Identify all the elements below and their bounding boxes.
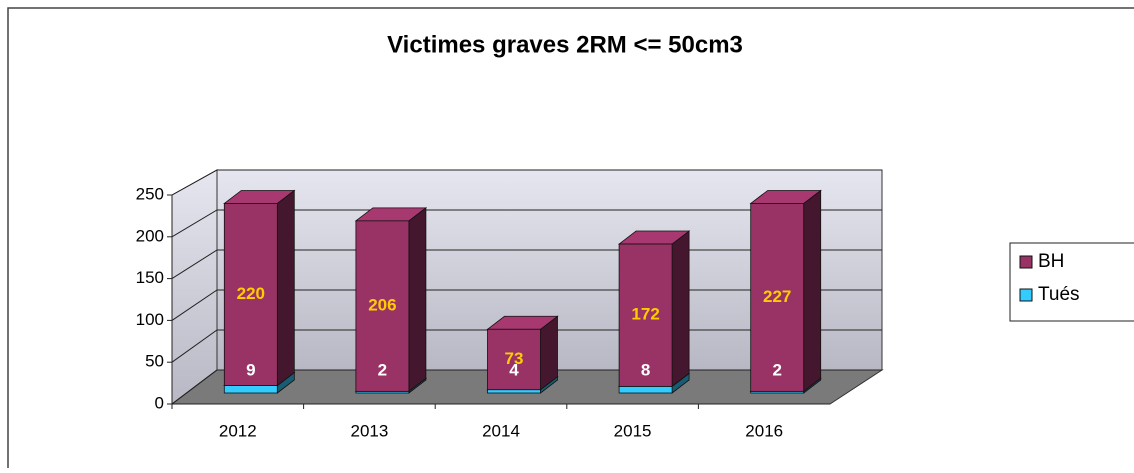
bar: [750, 203, 805, 392]
x-tick-label: 2013: [350, 421, 388, 440]
x-tick-label: 2014: [482, 421, 520, 440]
side-wall: [171, 169, 218, 406]
y-tick-label: 250: [136, 184, 164, 203]
grid-line: [171, 209, 882, 238]
data-label: 2: [772, 360, 781, 379]
y-tick-label: 50: [145, 352, 164, 371]
legend: [1009, 242, 1134, 322]
y-tick-label: 150: [136, 268, 164, 287]
legend-label: BH: [1038, 251, 1064, 272]
data-label: 206: [368, 296, 396, 315]
bar-side: [276, 189, 295, 387]
y-tick-label: 0: [155, 393, 164, 412]
bar: [355, 220, 410, 392]
bar: [223, 203, 278, 386]
bar: [618, 243, 673, 387]
data-label: 220: [237, 284, 265, 303]
chart-title: Victimes graves 2RM <= 50cm3: [387, 31, 743, 58]
data-label: 2: [378, 360, 387, 379]
bar-side: [803, 189, 822, 393]
x-tick-label: 2012: [219, 421, 257, 440]
grid-line: [171, 169, 882, 196]
x-tick-label: 2016: [745, 421, 783, 440]
data-label: 8: [641, 360, 650, 379]
legend-label: Tués: [1038, 284, 1080, 305]
y-tick-label: 200: [136, 226, 164, 245]
data-label: 227: [763, 287, 791, 306]
data-label: 4: [509, 360, 519, 379]
x-tick-label: 2015: [614, 421, 652, 440]
bar: [223, 385, 278, 394]
legend-swatch: [1019, 255, 1033, 269]
bar-side: [408, 207, 427, 393]
data-label: 9: [246, 360, 255, 379]
bar: [487, 328, 541, 391]
legend-swatch: [1019, 288, 1033, 302]
data-label: 172: [631, 305, 659, 324]
bar-side: [671, 230, 690, 388]
y-tick-label: 100: [136, 310, 164, 329]
bar: [487, 389, 541, 394]
bar: [618, 385, 673, 394]
data-label: 73: [505, 349, 524, 368]
